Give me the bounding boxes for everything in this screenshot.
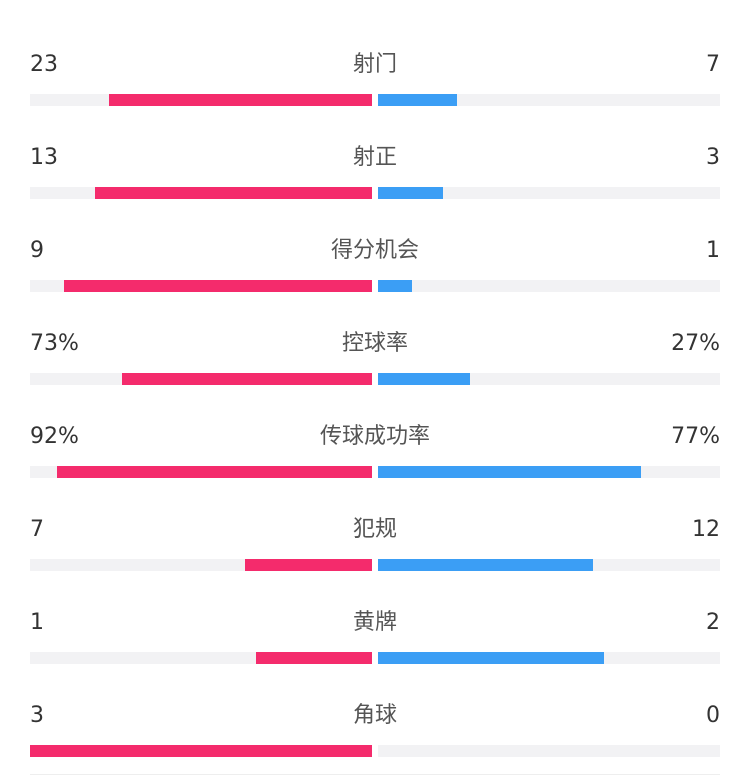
stat-label: 犯规 [352, 517, 397, 542]
home-bar-fill [255, 652, 372, 664]
away-bar-track [378, 280, 720, 292]
home-value: 73% [30, 331, 79, 356]
home-bar-track [30, 745, 372, 757]
away-bar-track [378, 94, 720, 106]
away-bar-track [378, 373, 720, 385]
away-value: 77% [671, 424, 720, 449]
away-bar-track [378, 187, 720, 199]
home-value: 3 [30, 703, 44, 728]
away-bar-fill [378, 187, 443, 199]
away-value: 12 [692, 517, 720, 542]
home-value: 9 [30, 238, 44, 263]
home-bar-track [30, 559, 372, 571]
home-bar-track [30, 466, 372, 478]
home-bar-track [30, 373, 372, 385]
away-bar-fill [378, 466, 642, 478]
stat-label: 得分机会 [330, 238, 419, 263]
stat-row: 13 射正 3 [0, 113, 750, 206]
away-value: 1 [706, 238, 720, 263]
away-bar-fill [378, 559, 594, 571]
home-bar-fill [57, 466, 372, 478]
away-bar-fill [378, 94, 457, 106]
away-value: 2 [706, 610, 720, 635]
home-value: 7 [30, 517, 44, 542]
stat-row: 3 角球 0 [0, 671, 750, 764]
stat-label: 控球率 [341, 331, 408, 356]
home-bar-track [30, 280, 372, 292]
away-value: 27% [671, 331, 720, 356]
home-bar-fill [108, 94, 372, 106]
stat-row: 23 射门 7 [0, 20, 750, 113]
away-bar-track [378, 745, 720, 757]
stat-row: 7 犯规 12 [0, 485, 750, 578]
stat-row: 9 得分机会 1 [0, 206, 750, 299]
away-bar-fill [378, 652, 604, 664]
home-bar-fill [122, 373, 372, 385]
home-value: 92% [30, 424, 79, 449]
home-bar-fill [94, 187, 372, 199]
home-bar-track [30, 94, 372, 106]
home-bar-fill [245, 559, 372, 571]
home-value: 13 [30, 145, 58, 170]
home-bar-fill [64, 280, 372, 292]
stat-label: 黄牌 [352, 610, 397, 635]
away-bar-fill [378, 373, 471, 385]
stat-label: 射门 [352, 52, 397, 77]
away-bar-fill [378, 280, 413, 292]
stat-row: 1 黄牌 2 [0, 578, 750, 671]
stat-label: 传球成功率 [319, 424, 430, 449]
bottom-divider [30, 774, 720, 775]
home-bar-track [30, 187, 372, 199]
home-bar-fill [30, 745, 372, 757]
away-bar-track [378, 466, 720, 478]
home-value: 23 [30, 52, 58, 77]
stat-label: 射正 [352, 145, 397, 170]
away-value: 0 [706, 703, 720, 728]
away-value: 3 [706, 145, 720, 170]
stat-row: 73% 控球率 27% [0, 299, 750, 392]
away-value: 7 [706, 52, 720, 77]
away-bar-track [378, 652, 720, 664]
home-bar-track [30, 652, 372, 664]
home-value: 1 [30, 610, 44, 635]
away-bar-track [378, 559, 720, 571]
stat-label: 角球 [352, 703, 397, 728]
stat-row: 92% 传球成功率 77% [0, 392, 750, 485]
